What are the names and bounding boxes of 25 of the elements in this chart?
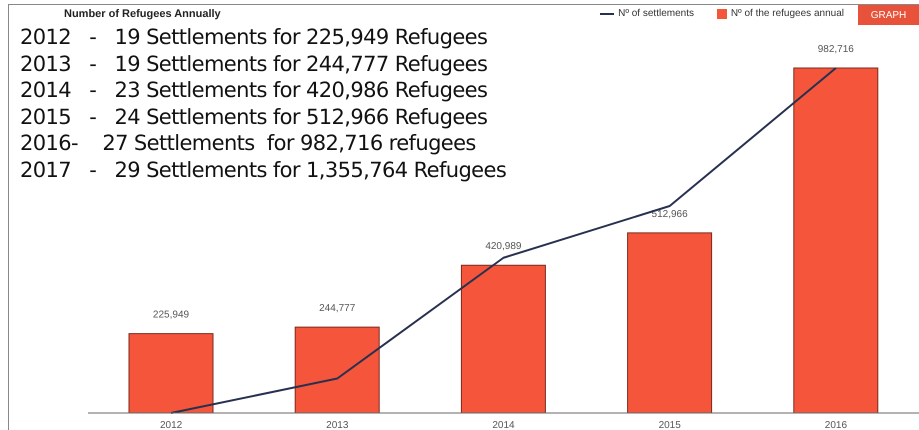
- bar: [128, 333, 214, 414]
- x-tick-label: 2012: [160, 420, 183, 430]
- data-label: 420,989: [485, 241, 522, 252]
- data-label: 512,966: [652, 208, 688, 220]
- data-label: 982,716: [818, 44, 854, 55]
- bar: [627, 232, 712, 414]
- annotation: 2016- 27 Settlements for 982,716 refugees: [20, 130, 477, 156]
- annotation: 2013 - 19 Settlements for 244,777 Refugees: [20, 50, 488, 77]
- bar: [460, 264, 546, 414]
- x-tick-label: 2016: [824, 420, 848, 430]
- bar: [294, 326, 380, 414]
- x-tick-label: 2013: [326, 420, 349, 430]
- legend-label: Nº of settlements: [618, 8, 694, 19]
- x-tick-label: 2015: [658, 420, 682, 430]
- annotation: 2017 - 29 Settlements for 1,355,764 Refugees: [20, 156, 506, 183]
- annotation: 2014 - 23 Settlements for 420,986 Refugees: [20, 77, 488, 104]
- bar: [793, 68, 878, 414]
- data-label: 244,777: [319, 303, 356, 314]
- text: 2012 - 19 Settlements for 225,949 Refugees: [20, 24, 488, 50]
- legend-label: Nº of the refugees annual: [730, 8, 844, 19]
- x-tick-label: 2014: [492, 420, 516, 430]
- graph-button: GRAPH: [858, 5, 919, 25]
- annotation: 2015 - 24 Settlements for 512,966 Refugees: [20, 104, 488, 130]
- data-label: 225,949: [152, 310, 190, 321]
- chart-title: Number of Refugees Annually: [64, 8, 221, 20]
